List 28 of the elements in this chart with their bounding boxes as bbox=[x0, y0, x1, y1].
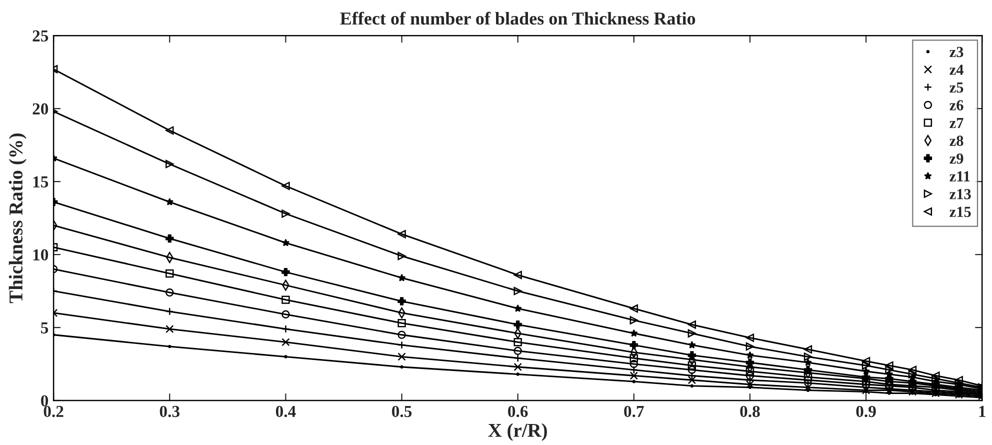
legend-label: z5 bbox=[950, 82, 964, 93]
y-tick-label: 15 bbox=[33, 176, 48, 188]
x-tick-label: 0.4 bbox=[276, 406, 296, 418]
x-tick-label: 0.5 bbox=[392, 406, 412, 418]
chart-title: Effect of number of blades on Thickness Ratio bbox=[340, 12, 696, 25]
x-tick-label: 0.6 bbox=[508, 406, 528, 418]
x-tick-label: 0.8 bbox=[740, 406, 760, 418]
y-tick-label: 20 bbox=[32, 103, 48, 115]
y-tick-label: 10 bbox=[33, 249, 48, 260]
legend-label: z13 bbox=[950, 189, 971, 200]
x-tick-label: 0.9 bbox=[856, 406, 876, 418]
y-tick-label: 0 bbox=[41, 395, 48, 406]
legend-label: z15 bbox=[950, 206, 971, 218]
y-axis-title: Thickness Ratio (%) bbox=[8, 134, 26, 304]
legend-label: z3 bbox=[950, 46, 964, 58]
legend-label: z4 bbox=[950, 64, 964, 75]
legend-label: z9 bbox=[950, 153, 964, 164]
x-axis-title: X (r/R) bbox=[488, 423, 547, 441]
x-tick-label: 0.3 bbox=[160, 406, 180, 418]
y-tick-label: 5 bbox=[41, 322, 48, 334]
legend-label: z8 bbox=[950, 136, 964, 146]
legend-label: z6 bbox=[950, 100, 964, 110]
legend-label: z7 bbox=[950, 118, 964, 128]
x-tick-label: 1 bbox=[979, 406, 986, 417]
x-tick-label: 0.7 bbox=[624, 406, 644, 418]
y-tick-label: 25 bbox=[32, 30, 48, 42]
legend-label: z11 bbox=[950, 171, 970, 182]
x-tick-label: 0.2 bbox=[44, 406, 64, 418]
